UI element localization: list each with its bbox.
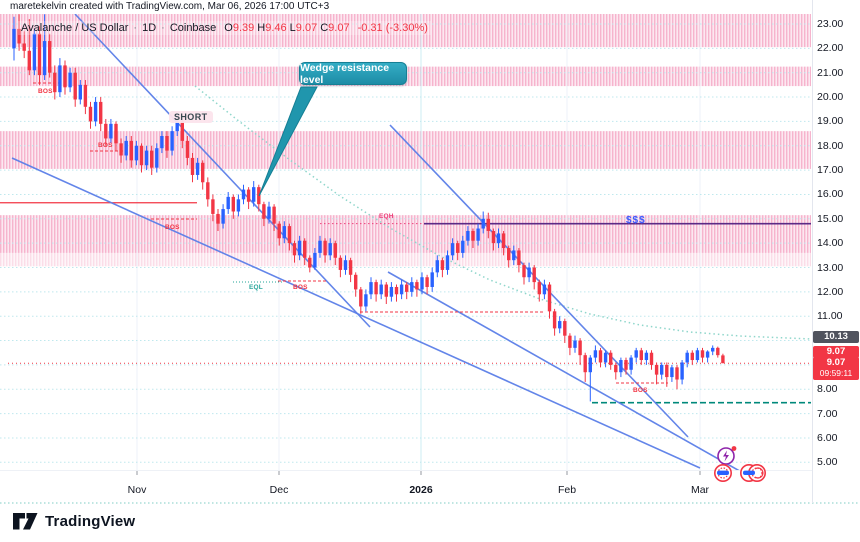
resistance-band[interactable] <box>0 252 811 267</box>
time-scale-label: Mar <box>690 484 710 496</box>
chart-stamps[interactable] <box>705 440 775 485</box>
last-price-badge: 9.07 <box>813 345 859 358</box>
change-value: -0.31 (-3.30%) <box>357 22 428 34</box>
legend-separator: · <box>161 22 165 34</box>
time-scale-label: Dec <box>269 484 289 496</box>
price-scale-label: 13.00 <box>817 261 844 274</box>
ohlc-value: 9.07 <box>328 22 350 34</box>
price-scale-label: 11.00 <box>817 310 843 323</box>
bos-label: BOS <box>38 88 53 95</box>
trendline-channel-lower-long[interactable] <box>11 157 701 469</box>
wedge-callout-tail[interactable] <box>258 86 318 197</box>
price-scale-label: 14.00 <box>817 237 844 250</box>
tradingview-logo[interactable]: TradingView <box>12 511 135 531</box>
time-axis-separator <box>0 470 812 471</box>
tradingview-wordmark: TradingView <box>45 512 136 530</box>
exchange-label: Coinbase <box>169 22 217 34</box>
candlestick-series[interactable] <box>12 14 725 402</box>
bos-label: BOS <box>98 142 113 149</box>
coin-stamp-icon[interactable] <box>714 463 732 482</box>
ohlc-label: C <box>320 22 329 34</box>
price-scale-label: 22.00 <box>817 42 844 55</box>
price-scale-label: 16.00 <box>817 188 844 201</box>
bos-label: BOS <box>293 284 308 291</box>
eqh-label: EQH <box>379 213 394 220</box>
price-scale-label: 6.00 <box>817 431 838 444</box>
eql-label: EQL <box>249 284 263 291</box>
price-scale-label: 21.00 <box>817 66 844 79</box>
price-scale-label: 12.00 <box>817 285 844 298</box>
price-scale-label: 7.00 <box>817 407 838 420</box>
ohlc-label: H <box>257 22 266 34</box>
interval-label: 1D <box>142 22 157 34</box>
wedge-callout-text: Wedge resistance level <box>300 61 390 86</box>
price-scale-label: 23.00 <box>817 18 844 30</box>
ohlc-label: O <box>224 22 233 34</box>
resistance-band[interactable] <box>0 215 811 253</box>
time-scale-label: 2026 <box>409 484 433 496</box>
legend-separator: · <box>133 22 138 34</box>
trendline-channel-lower-short[interactable] <box>387 271 752 478</box>
ohlc-label: L <box>289 22 296 34</box>
boost-icon[interactable] <box>717 446 737 465</box>
coins-stack-icon[interactable] <box>739 463 766 482</box>
price-scale-label: 8.00 <box>817 383 838 396</box>
money-zone-label[interactable]: $$$ <box>626 215 646 226</box>
price-scale-label: 17.00 <box>817 164 844 177</box>
time-scale-label: Nov <box>127 484 147 496</box>
price-scale-label: 20.00 <box>817 91 844 104</box>
ohlc-value: 9.46 <box>265 22 287 34</box>
countdown-price-badge: 9.07 09:59:11 <box>813 357 859 381</box>
price-scale-label: 19.00 <box>817 115 844 128</box>
price-scale-label: 18.00 <box>817 139 844 152</box>
ohlc-values: O9.39 H9.46 L9.07 C9.07 <box>221 22 349 34</box>
bos-label: BOS <box>165 224 180 231</box>
ohlc-value: 9.07 <box>295 22 318 34</box>
symbol-legend[interactable]: Avalanche / US Dollar · 1D · Coinbase O9… <box>18 21 431 35</box>
symbol-name: Avalanche / US Dollar <box>21 22 129 34</box>
plot-area[interactable] <box>0 13 812 478</box>
short-position-label[interactable]: SHORT <box>169 111 213 123</box>
bos-label: BOS <box>633 387 648 394</box>
ohlc-value: 9.39 <box>232 22 255 34</box>
tradingview-glyph-icon <box>13 513 38 530</box>
time-scale-label: Feb <box>557 484 577 496</box>
price-scale-label: 5.00 <box>817 456 838 469</box>
price-scale-separator <box>812 0 813 503</box>
resistance-band[interactable] <box>0 13 811 48</box>
attribution-text: maretekelvin created with TradingView.co… <box>10 1 330 12</box>
ma-value-badge: 10.13 <box>813 331 859 344</box>
wedge-callout[interactable]: Wedge resistance level <box>299 61 407 86</box>
trendline-wedge-upper[interactable] <box>74 14 371 328</box>
price-scale-label: 15.00 <box>817 212 844 225</box>
